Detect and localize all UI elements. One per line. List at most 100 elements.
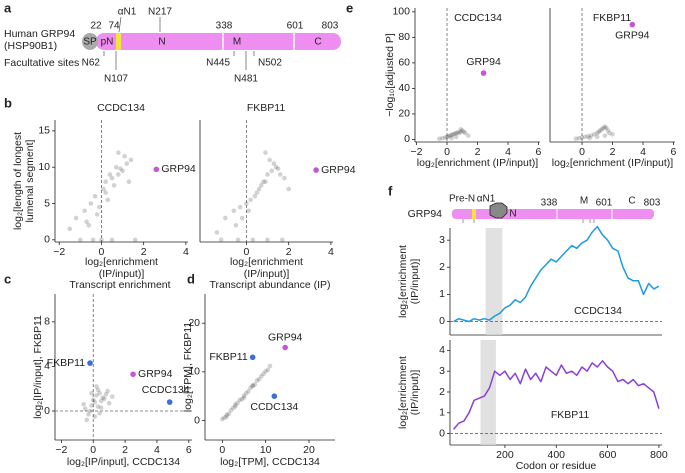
scatter-point [109,175,115,181]
scatter-point [87,408,93,414]
scatter-point [118,166,123,171]
highlight-point [153,166,160,173]
domain-label: N [158,37,165,48]
y-tick-label: 20 [398,108,410,120]
y-tick-label: 4 [44,360,50,372]
scatter-point [128,157,134,163]
scatter-point [246,208,251,214]
x-tick-label: 0 [444,146,450,158]
y-tick-label: 15 [38,125,50,137]
x-tick-label: 2 [286,246,292,258]
protein-bar [96,33,341,50]
scatter-point [576,135,582,141]
site-label: N445 [206,58,230,69]
site-ticks [103,51,255,70]
x-axis-label: log₂[enrichment (IP/input)] [417,157,538,169]
x-axis-label: log₂[enrichment [230,256,303,268]
highlight-point [166,399,173,405]
scatter-point [256,376,262,382]
panel-label: f [388,183,393,198]
scatter-point [250,237,256,243]
domain-label: C [314,37,321,48]
panel-chart: CCDC134 0 1 2 3 log₂[enrichment (IP/input)] [397,225,662,336]
y-tick-label: 2 [439,261,445,273]
scatter-point [437,136,442,142]
chart-title: CCDC134 [574,305,622,317]
point-label: GRP94 [321,164,356,176]
boundary-label: 74 [108,21,120,32]
scatter-point [252,382,258,387]
y-tick-label: 20 [188,317,200,329]
x-tick-label: 6 [671,146,677,158]
highlight-point [313,167,319,173]
boundary-label: 338 [541,198,558,209]
x-axis-label: log₂[enrichment [85,256,158,268]
scatter-point [273,164,279,170]
x-tick-label: 10 [260,444,272,456]
scatter-point [258,183,264,188]
scatter-point [604,125,609,131]
x-tick-label: 800 [650,449,668,461]
scatter-point [99,237,104,243]
leader [118,16,122,33]
site-label: N217 [148,7,172,18]
chart-title: FKBP11 [593,12,631,24]
y-axis-label: log₂[IP/input], FKBP11 [32,315,44,419]
x-tick-label: 0 [219,444,225,456]
scatter-point [263,369,268,374]
scatter-point [92,193,98,199]
scatter-point [116,150,121,155]
chart-title: FKBP11 [551,409,589,421]
domain-label: M [233,37,241,48]
x-tick-label: 4 [154,444,160,456]
scatter-point [95,404,101,409]
scatter-point [89,390,94,396]
scatter-point [231,208,237,214]
scatter-point [228,408,234,413]
scatter-point [73,215,79,221]
y-tick-label: 3 [439,234,445,246]
scatter-point [456,130,462,136]
y-tick-label: 3 [439,365,445,377]
scatter-point [587,135,592,141]
scatter-point [226,411,232,417]
protein-name: GRP94 [408,208,443,220]
scatter-point [86,412,91,417]
data-line [453,225,660,323]
scatter-point [265,172,270,177]
scatter-point [452,131,457,137]
scatter-point [610,132,615,137]
scatter-point [241,393,247,399]
y-tick-label: 8 [44,316,50,328]
panel-label: c [4,271,11,286]
x-tick-label: 2 [610,146,616,158]
chart-title: Transcript abundance (IP) [209,279,330,291]
scatter-point [86,222,92,228]
scatter-point [233,404,238,409]
scatter-point [113,164,119,170]
scatter-point [107,172,113,177]
highlight-point [629,21,636,28]
scatter-point [280,237,285,243]
scatter-point [263,150,268,155]
y-tick-label: 0 [44,405,50,417]
scatter-point [449,132,454,138]
boundary-label: 338 [216,21,233,32]
scatter-point [224,414,229,419]
y-tick-label: 10 [188,366,200,378]
scatter-point [94,212,100,217]
panel-chart: CCDC134−2 0 2 4 6020406080100log₂[enrichment… [384,6,542,169]
scatter-point [263,179,268,185]
scatter-point [271,161,277,166]
x-tick-label: 4 [183,246,189,258]
x-axis-label: log₂[IP/input], CCDC134 [67,456,180,468]
y-tick-label: 10 [38,161,50,173]
scatter-point [440,135,445,141]
scatter-point [594,130,600,136]
x-tick-label: 0 [579,146,585,158]
scatter-point [67,226,73,232]
scatter-point [214,230,220,235]
scatter-point [596,129,602,135]
scatter-point [105,388,110,394]
